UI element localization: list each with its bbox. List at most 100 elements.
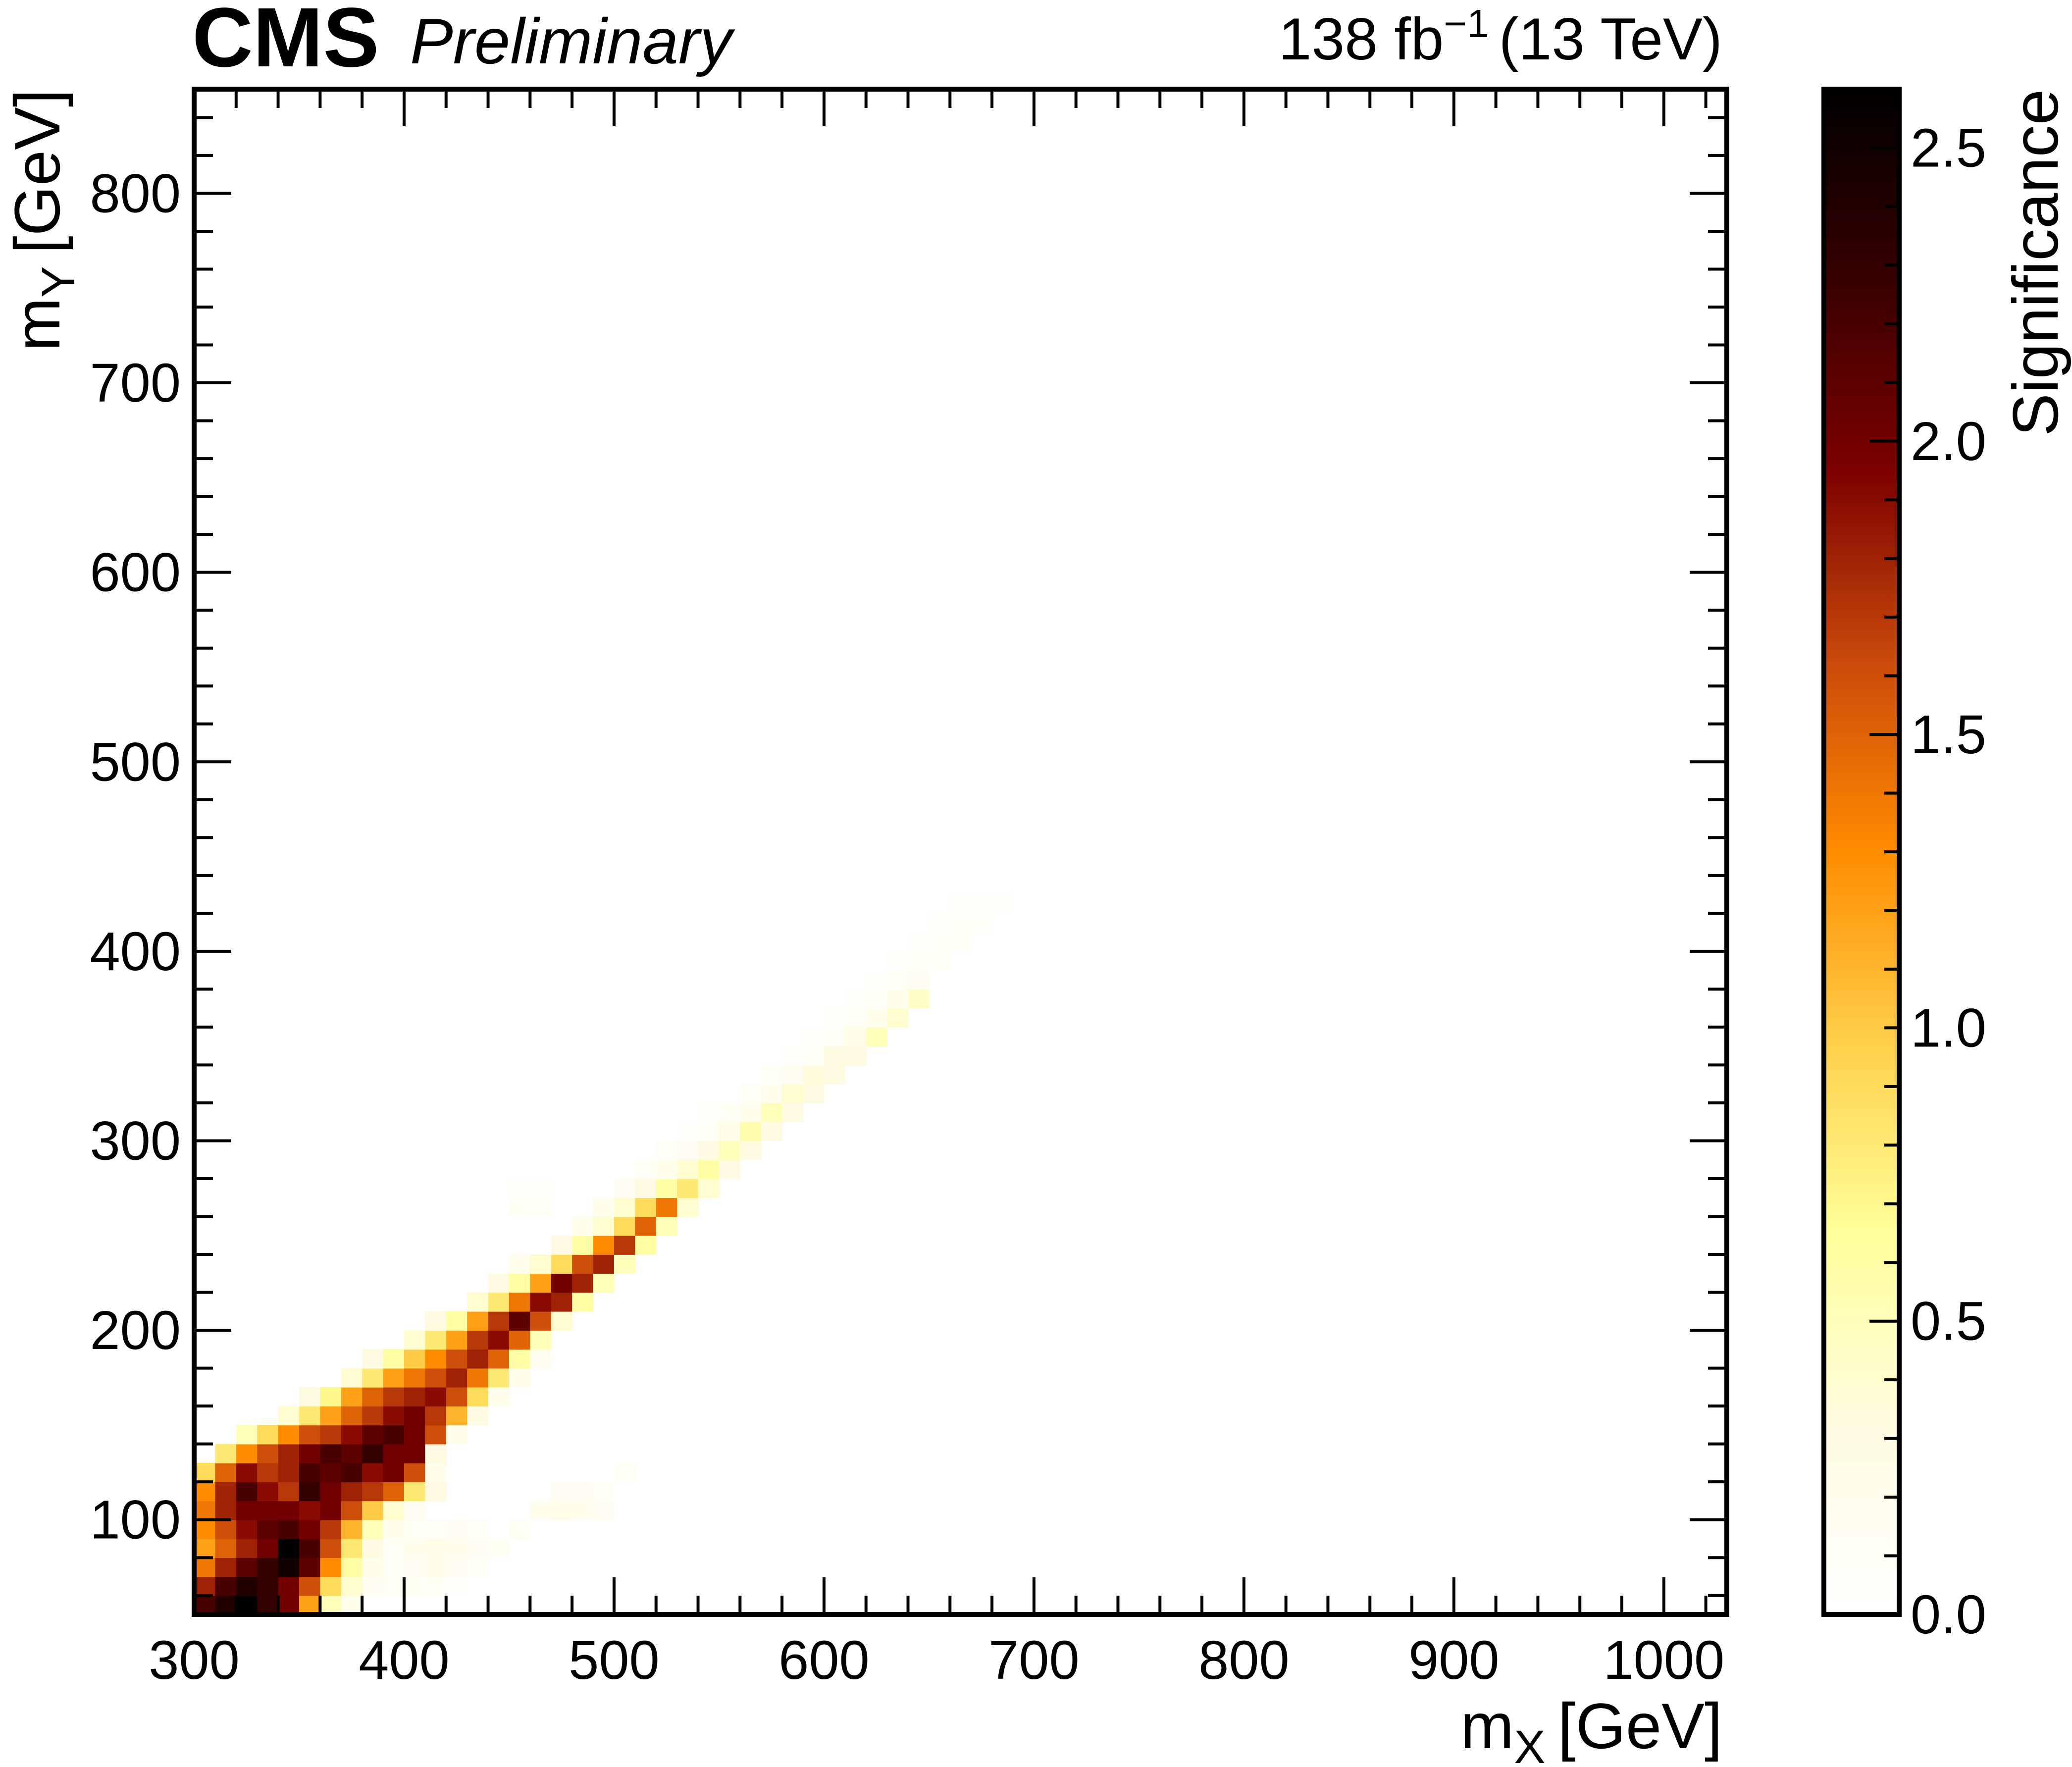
heatmap-cell (257, 1576, 279, 1596)
heatmap-cell (677, 1141, 699, 1160)
y-tick-label: 800 (90, 163, 181, 224)
heatmap-cell (257, 1558, 279, 1577)
heatmap-cell (299, 1425, 321, 1445)
heatmap-cell (572, 1273, 594, 1293)
heatmap-cell (593, 1216, 615, 1236)
heatmap-cell (362, 1482, 384, 1502)
heatmap-cell (530, 1349, 552, 1369)
heatmap-cell (383, 1462, 405, 1482)
heatmap-cell (404, 1444, 426, 1463)
heatmap-cell (656, 1179, 677, 1198)
heatmap-cell (509, 1368, 531, 1388)
heatmap-cell (404, 1368, 426, 1388)
heatmap-cell (236, 1482, 258, 1502)
heatmap-cell (404, 1558, 426, 1577)
heatmap-cell (236, 1444, 258, 1463)
heatmap-cell (341, 1538, 363, 1559)
heatmap-cell (215, 1595, 237, 1614)
heatmap-cell (236, 1558, 258, 1577)
heatmap-cell (383, 1349, 405, 1369)
heatmap-cell (824, 1046, 846, 1066)
heatmap-cell (803, 1084, 825, 1103)
heatmap-cell (908, 932, 930, 952)
heatmap-cell (887, 989, 909, 1009)
x-tick-label: 300 (149, 1630, 240, 1691)
heatmap-cells (194, 894, 1014, 1614)
heatmap-cell (404, 1538, 426, 1559)
heatmap-cell (404, 1576, 426, 1596)
heatmap-cell (425, 1444, 447, 1463)
heatmap-cell (299, 1595, 321, 1614)
heatmap-cell (341, 1462, 363, 1482)
heatmap-cell (194, 1558, 216, 1577)
heatmap-cell (719, 1159, 741, 1179)
heatmap-cell (362, 1576, 384, 1596)
heatmap-cell (467, 1292, 489, 1312)
heatmap-cell (551, 1292, 572, 1312)
heatmap-cell (719, 1122, 741, 1142)
x-axis-label-sub: X (1514, 1721, 1545, 1767)
heatmap-cell (278, 1444, 300, 1463)
heatmap-cell (509, 1254, 531, 1274)
heatmap-cell (215, 1444, 237, 1463)
heatmap-cell (299, 1406, 321, 1426)
heatmap-cell (278, 1406, 300, 1426)
heatmap-cell (614, 1235, 636, 1255)
x-axis-label: mX [GeV] (1460, 1690, 1722, 1767)
colorbar-tick-label: 0.5 (1911, 1291, 1986, 1352)
heatmap-cell (677, 1122, 699, 1142)
heatmap-cell (467, 1519, 489, 1539)
heatmap-cell (299, 1519, 321, 1539)
heatmap-cell (509, 1273, 531, 1293)
heatmap-cell (341, 1368, 363, 1388)
heatmap-cell (593, 1235, 615, 1255)
colorbar-tick-label: 2.5 (1911, 117, 1986, 178)
heatmap-cell (971, 913, 992, 933)
y-tick-label: 700 (90, 353, 181, 414)
heatmap-cell (425, 1349, 447, 1369)
heatmap-cell (404, 1387, 426, 1406)
heatmap-cell (425, 1368, 447, 1388)
x-tick-label: 800 (1198, 1630, 1290, 1691)
heatmap-cell (383, 1501, 405, 1520)
heatmap-cell (425, 1538, 447, 1559)
heatmap-cell (383, 1406, 405, 1426)
heatmap-cell (698, 1122, 720, 1142)
colorbar-tick-label: 1.5 (1911, 704, 1986, 765)
heatmap-cell (782, 1046, 804, 1066)
heatmap-cell (845, 1008, 867, 1028)
heatmap-cell (404, 1425, 426, 1445)
heatmap-cell (782, 1102, 804, 1123)
heatmap-cell (488, 1387, 510, 1406)
heatmap-cell (929, 913, 951, 933)
heatmap-cell (467, 1368, 489, 1388)
heatmap-cell (677, 1179, 699, 1198)
heatmap-cell (530, 1501, 552, 1520)
heatmap-cell (509, 1197, 531, 1217)
heatmap-cell (635, 1216, 657, 1236)
heatmap-cell (236, 1462, 258, 1482)
heatmap-cell (320, 1501, 342, 1520)
heatmap-cell (467, 1349, 489, 1369)
luminosity-label: 138 fb−1 (13 TeV) (1279, 1, 1722, 72)
heatmap-cell (530, 1273, 552, 1293)
y-tick-label: 100 (90, 1490, 181, 1551)
heatmap-cell (593, 1501, 615, 1520)
heatmap-cell (278, 1462, 300, 1482)
heatmap-cell (614, 1462, 636, 1482)
heatmap-cell (215, 1538, 237, 1559)
heatmap-cell (383, 1425, 405, 1445)
heatmap-cell (215, 1462, 237, 1482)
heatmap-cell (383, 1387, 405, 1406)
heatmap-cell (866, 970, 887, 990)
heatmap-cell (299, 1462, 321, 1482)
heatmap-cell (299, 1387, 321, 1406)
heatmap-cell (614, 1179, 636, 1198)
heatmap-cell (677, 1197, 699, 1217)
heatmap-cell (425, 1330, 447, 1350)
heatmap-cell (509, 1519, 531, 1539)
heatmap-cell (362, 1368, 384, 1388)
luminosity-value: 138 fb (1279, 6, 1444, 72)
heatmap-cell (320, 1444, 342, 1463)
heatmap-cell (845, 989, 867, 1009)
